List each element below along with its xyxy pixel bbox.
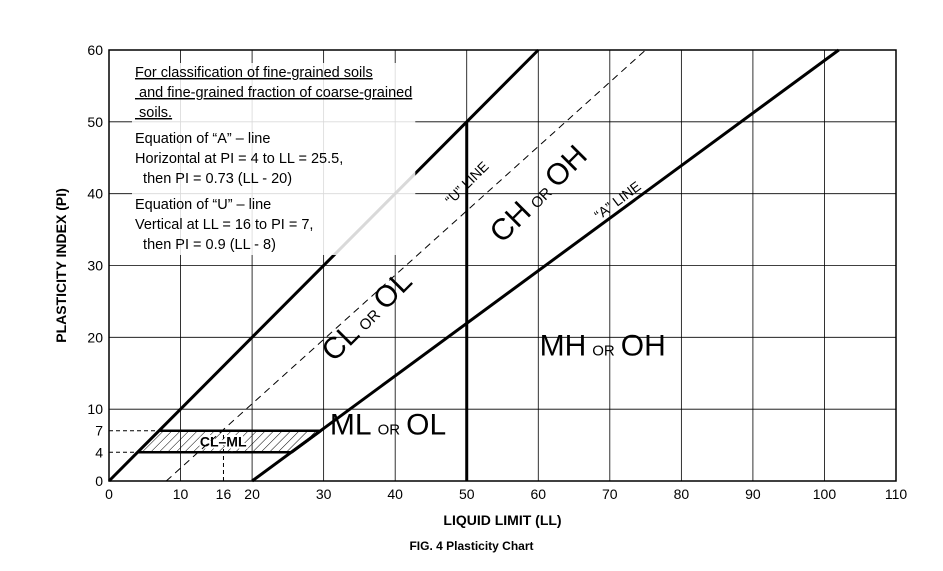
zone-label-main: OH	[621, 329, 666, 362]
y-tick-label: 60	[87, 42, 103, 58]
a-line-lower-segment	[290, 429, 322, 454]
y-axis-label: PLASTICITY INDEX (PI)	[53, 188, 69, 343]
x-tick-label: 0	[105, 486, 113, 502]
y-tick-label: 30	[87, 258, 103, 274]
x-tick-label: 50	[459, 486, 475, 502]
series-lines	[107, 48, 840, 483]
axes: 0 10 20 30 40 50 60 70 80 90 100 110 16 0 10 20 30 40 50 60…	[53, 42, 907, 528]
zone-label-main: OH	[539, 139, 594, 194]
notes-background	[132, 63, 416, 255]
zone-label-main: MH	[540, 329, 587, 362]
zone-label-1: CHOROH	[484, 139, 594, 249]
zone-label-2: MH OR OH	[540, 329, 666, 362]
x-tick-label: 70	[602, 486, 618, 502]
x-tick-label: 100	[813, 486, 837, 502]
x-tick-label: 40	[387, 486, 403, 502]
zone-label-or: OR	[528, 184, 556, 212]
zone-label-3: ML OR OL	[330, 408, 446, 441]
zone-label-main: ML	[330, 408, 372, 441]
zone-label-or: OR	[378, 421, 401, 438]
y-tick-label: 50	[87, 114, 103, 130]
note-1-line-2: then PI = 0.73 (LL - 20)	[135, 171, 292, 187]
y-tick-label: 20	[87, 329, 103, 345]
x-tick-label: 110	[885, 486, 908, 502]
note-0-line-0: For classification of fine-grained soils	[135, 65, 373, 81]
x-tick-label: 90	[745, 486, 761, 502]
zone-label-or: OR	[592, 342, 615, 359]
zone-label-or: OR	[356, 306, 384, 334]
figure-caption: FIG. 4 Plasticity Chart	[409, 539, 534, 553]
x-tick-label: 10	[173, 486, 189, 502]
y-tick-label: 40	[87, 186, 103, 202]
note-2-line-1: Vertical at LL = 16 to PI = 7,	[135, 217, 313, 233]
x-tick-label: 60	[530, 486, 546, 502]
series-line-0	[251, 48, 840, 483]
note-1-line-0: Equation of “A” – line	[135, 131, 270, 147]
y-tick-label-extra: 7	[95, 423, 103, 439]
cl-ml-label: CL–ML	[200, 433, 247, 449]
note-1-line-1: Horizontal at PI = 4 to LL = 25.5,	[135, 151, 343, 167]
y-tick-label-extra: 4	[95, 444, 103, 460]
plot-frame	[108, 49, 897, 482]
note-0-line-2: soils.	[135, 105, 172, 121]
notes: For classification of fine-grained soils…	[132, 63, 416, 255]
x-axis-label: LIQUID LIMIT (LL)	[443, 512, 561, 528]
reference-lines	[109, 430, 224, 481]
x-tick-label: 30	[316, 486, 332, 502]
x-tick-label: 80	[674, 486, 690, 502]
note-2-line-0: Equation of “U” – line	[135, 197, 271, 213]
y-tick-label: 0	[95, 473, 103, 489]
note-0-line-1: and fine-grained fraction of coarse-grai…	[135, 85, 412, 101]
zone-label-main: OL	[367, 265, 419, 317]
x-tick-label-extra: 16	[216, 486, 232, 502]
x-tick-label: 20	[244, 486, 260, 502]
y-tick-label: 10	[87, 401, 103, 417]
zone-label-0: CLOROL	[315, 265, 418, 368]
note-2-line-2: then PI = 0.9 (LL - 8)	[135, 237, 276, 253]
zone-label-main: OL	[406, 408, 446, 441]
